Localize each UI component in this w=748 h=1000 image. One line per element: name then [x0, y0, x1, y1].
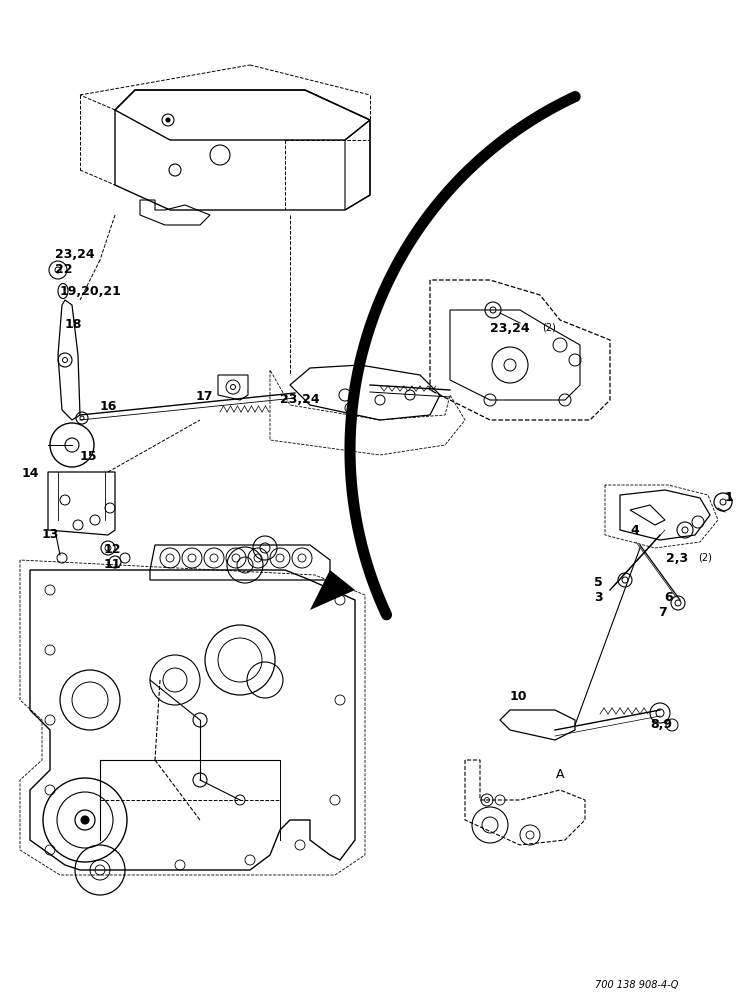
Text: A: A	[556, 768, 565, 781]
Text: 14: 14	[22, 467, 40, 480]
Text: 16: 16	[100, 400, 117, 413]
Text: 700 138 908-4-Q: 700 138 908-4-Q	[595, 980, 678, 990]
Text: 3: 3	[594, 591, 603, 604]
Circle shape	[166, 118, 170, 122]
Text: 23,24: 23,24	[280, 393, 319, 406]
Text: 6: 6	[664, 591, 672, 604]
Text: 8,9: 8,9	[650, 718, 672, 731]
Text: 18: 18	[65, 318, 82, 331]
Text: 19,20,21: 19,20,21	[60, 285, 122, 298]
Text: 13: 13	[42, 528, 59, 541]
Text: 23,24: 23,24	[490, 322, 530, 335]
Text: 22: 22	[55, 263, 73, 276]
Text: 5: 5	[594, 576, 603, 589]
Polygon shape	[310, 570, 355, 610]
Text: (2): (2)	[542, 322, 556, 332]
Text: 23,24: 23,24	[55, 248, 95, 261]
Text: 4: 4	[630, 524, 639, 537]
Text: A: A	[348, 400, 357, 413]
Text: 12: 12	[104, 543, 121, 556]
Text: 15: 15	[80, 450, 97, 463]
Text: 2,3: 2,3	[666, 552, 688, 565]
Text: (2): (2)	[698, 552, 712, 562]
Text: 10: 10	[510, 690, 527, 703]
Text: 17: 17	[196, 390, 213, 403]
Text: 11: 11	[104, 558, 121, 571]
Circle shape	[81, 816, 89, 824]
Text: 1: 1	[725, 491, 734, 504]
Text: 7: 7	[658, 606, 666, 619]
